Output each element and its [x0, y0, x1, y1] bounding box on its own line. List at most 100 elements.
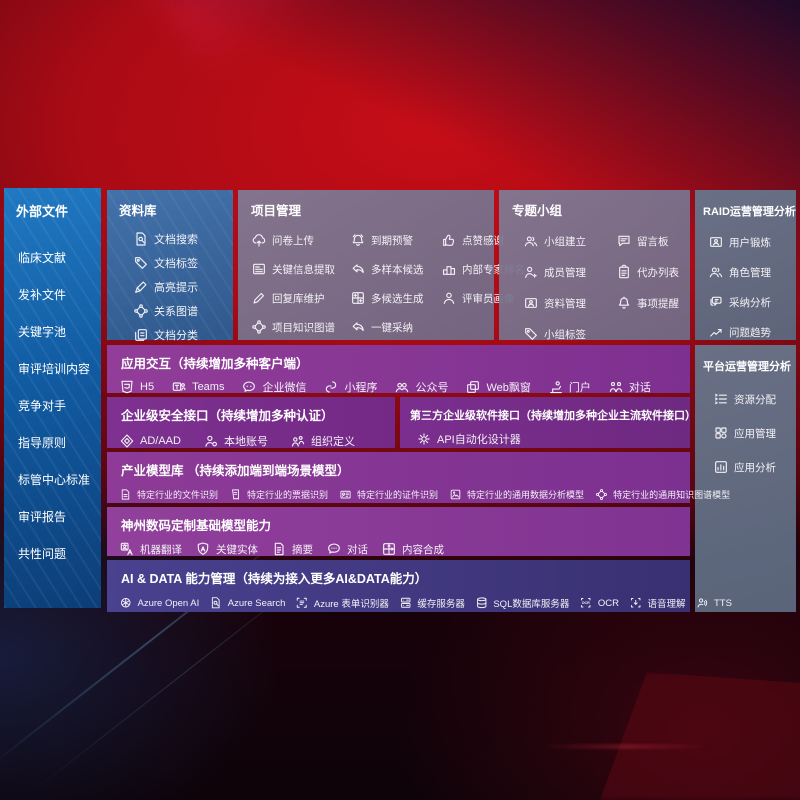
feature-label: OCR [597, 597, 619, 609]
knowledge-graph-icon [595, 488, 608, 501]
cache-server-icon [399, 596, 413, 610]
html5-icon [119, 379, 135, 395]
feature-item: 问卷上传 [251, 232, 348, 248]
feature-item: 缓存服务器 [399, 596, 465, 610]
feature-label: Web飘窗 [486, 382, 531, 394]
doc-search-icon [133, 231, 149, 247]
feature-label: 机器翻译 [140, 543, 182, 556]
feature-item: OCR OCR [579, 596, 619, 610]
grid-gen-icon [350, 290, 366, 306]
data-model-icon [449, 488, 462, 501]
panel-platform-analytics: 平台运营管理分析 资源分配 应用管理 应用分析 [695, 345, 796, 612]
feature-item: 小组建立 [523, 233, 616, 249]
feature-item: API自动化设计器 [416, 431, 521, 447]
feature-item: 多样本候选 [350, 261, 439, 277]
feature-label: Teams [192, 381, 225, 393]
light-beam [130, 0, 800, 83]
todo-list-icon [616, 264, 632, 280]
feature-label: 高亮提示 [154, 282, 198, 294]
sidebar-item: 共性问题 [18, 547, 67, 561]
chat-icon [326, 541, 342, 557]
sidebar-item: 关键字池 [18, 325, 67, 339]
feature-label: 企业微信 [262, 382, 307, 394]
feature-item: 回复库维护 [251, 290, 348, 306]
api-gear-icon [416, 431, 432, 447]
ocr-icon: OCR [579, 596, 593, 610]
receipt-icon [229, 488, 242, 501]
feature-label: 采纳分析 [729, 296, 771, 309]
feature-item: 摘要 [271, 541, 313, 557]
feature-label: 文档标签 [154, 258, 198, 270]
feature-label: H5 [140, 381, 155, 393]
panel-title: RAID运营管理分析 [703, 206, 796, 218]
row-title: 第三方企业级软件接口（持续增加多种企业主流软件接口） [410, 410, 696, 422]
form-recognizer-icon [295, 596, 309, 610]
feature-label: 应用管理 [734, 427, 776, 440]
feature-label: 应用分析 [734, 461, 776, 474]
row-title: 神州数码定制基础模型能力 [121, 519, 272, 533]
feature-item: 特定行业的通用知识图谱模型 [595, 488, 730, 501]
panel-external-files: 外部文件 临床文献 发补文件 关键字池 审评培训内容 竞争对手 指导原则 标管中心标准 审评报… [4, 188, 101, 608]
sidebar-item: 竞争对手 [18, 399, 67, 413]
feature-item: 多候选生成 [350, 290, 439, 306]
desk-highlight [540, 744, 710, 749]
sidebar-item: 发补文件 [18, 288, 67, 302]
feature-item: Web飘窗 [465, 379, 531, 395]
id-card-icon [708, 234, 724, 250]
feature-item: 到期预警 [350, 232, 439, 248]
row-industry-models: 产业模型库 （持续添加端到端场景模型） 特定行业的文件识别 特定行业的票据识别 特定… [107, 452, 730, 503]
monitor-stand-silhouette [600, 672, 800, 800]
feature-label: 代办列表 [637, 266, 679, 279]
org-define-icon [290, 433, 306, 449]
row-title: 应用交互（持续增加多种客户端） [121, 357, 309, 371]
panel-topic-groups: 专题小组 小组建立 留言板 成员管理 代办列表 资料管理 事项提醒 小组标签 [499, 190, 690, 341]
feature-label: 内容合成 [402, 543, 444, 556]
feature-item: 特定行业的文件识别 [119, 488, 218, 501]
sql-db-icon [475, 596, 489, 610]
svg-text:OCR: OCR [582, 601, 590, 605]
adopt-arrow-icon [350, 319, 366, 335]
feature-label: 用户锻炼 [729, 236, 771, 249]
feature-item: 留言板 [616, 233, 690, 249]
feature-label: 特定行业的文件识别 [137, 490, 219, 500]
doc-search-icon [209, 596, 223, 610]
feature-label: 文档分类 [154, 330, 198, 342]
feature-label: Azure Open AI [137, 597, 200, 609]
sidebar-item: 临床文献 [18, 251, 67, 265]
wechat-work-icon [241, 379, 257, 395]
cloud-upload-icon [251, 232, 267, 248]
feature-item: 关键信息提取 [251, 261, 348, 277]
feature-item: 组织定义 [290, 433, 355, 449]
feature-item: Azure Search [209, 596, 285, 610]
app-grid-icon [713, 425, 729, 441]
feature-item: 特定行业的通用数据分析模型 [449, 488, 584, 501]
row-ai-data-management: AI & DATA 能力管理（持续为接入更多AI&DATA能力） Azure O… [107, 560, 732, 612]
feature-item: 点赞感谢 [441, 232, 525, 248]
feature-item: TTS [696, 596, 732, 610]
feature-label: AD/AAD [140, 435, 181, 447]
web-window-icon [465, 379, 481, 395]
feature-label: 小组建立 [544, 235, 586, 248]
feature-item: 门户 [548, 379, 591, 395]
people-icon [708, 264, 724, 280]
feature-label: 多样本候选 [371, 263, 424, 276]
feature-label: 特定行业的证件识别 [357, 490, 439, 500]
row-enterprise-security: 企业级安全接口（持续增加多种认证） AD/AAD 本地账号 组织定义 [107, 397, 395, 448]
feature-label: 关键实体 [216, 543, 258, 556]
feature-label: SQL数据库服务器 [493, 599, 570, 610]
feature-item: 文档搜索 [133, 231, 233, 247]
translate-icon [119, 541, 135, 557]
feature-item: 用户锻炼 [708, 234, 796, 250]
feature-label: 对话 [628, 382, 651, 394]
feature-item: 公众号 [394, 379, 448, 395]
feature-item: 资料管理 [523, 295, 616, 311]
file-recognize-icon [119, 488, 132, 501]
docs-copy-icon [133, 327, 149, 343]
panel-title: 平台运营管理分析 [703, 361, 791, 373]
feature-item: 文档标签 [133, 255, 233, 271]
feature-item: 应用分析 [713, 459, 796, 475]
sidebar-item: 审评培训内容 [18, 362, 91, 376]
feature-item: 角色管理 [708, 264, 796, 280]
knowledge-graph-icon [133, 303, 149, 319]
